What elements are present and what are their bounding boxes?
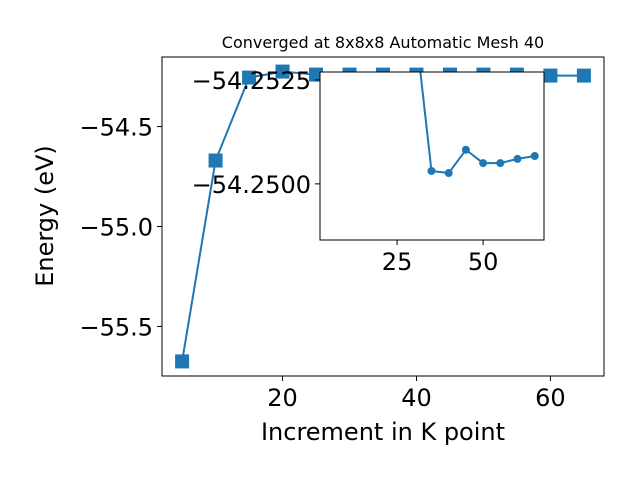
x-tick-label: 60 (535, 384, 566, 412)
y-tick-label: −54.5 (79, 114, 153, 142)
point (576, 68, 591, 83)
point (208, 153, 223, 168)
x-tick-label: 50 (468, 248, 499, 276)
point (444, 169, 453, 178)
point (543, 68, 558, 83)
y-tick-label: −54.2525 (192, 67, 311, 95)
x-tick-label: 40 (401, 384, 432, 412)
y-tick-label: −54.2500 (192, 171, 311, 199)
point (175, 354, 190, 369)
y-tick-label: −55.5 (79, 313, 153, 341)
point (513, 154, 522, 163)
point (275, 64, 290, 79)
x-tick-label: 20 (267, 384, 298, 412)
y-axis-label: Energy (eV) (31, 145, 59, 287)
plot-clip (410, 14, 539, 178)
plot-area (320, 72, 544, 240)
point (410, 14, 418, 22)
x-axis-label: Increment in K point (261, 418, 505, 446)
point (530, 152, 539, 160)
chart-title: Converged at 8x8x8 Automatic Mesh 40 (222, 33, 544, 52)
x-tick-label: 25 (382, 248, 413, 276)
point (461, 145, 470, 154)
point (496, 159, 505, 168)
axes-frame (319, 71, 545, 241)
y-tick-label: −55.0 (79, 213, 153, 241)
axes-frame (161, 56, 605, 377)
point (479, 159, 488, 168)
point (242, 70, 257, 85)
point (427, 166, 436, 175)
